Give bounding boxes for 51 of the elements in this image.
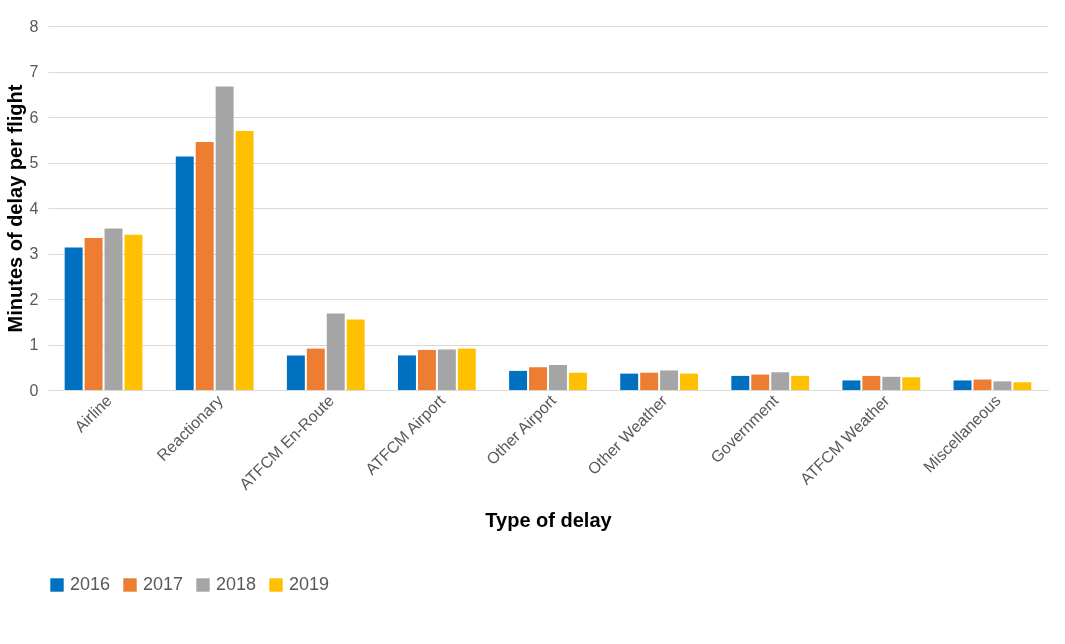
bar: [1013, 382, 1032, 390]
bar: [549, 364, 567, 390]
bar: [862, 375, 881, 390]
bar: [306, 348, 325, 390]
y-tick-label: 2: [29, 290, 39, 308]
legend-label: 2017: [143, 574, 184, 594]
bar: [731, 375, 750, 390]
bar: [680, 373, 698, 390]
y-tick-label: 4: [29, 199, 39, 217]
bar: [640, 372, 659, 390]
bar: [398, 355, 416, 390]
y-tick-label: 7: [29, 63, 39, 80]
bar: [751, 374, 770, 390]
y-tick-label: 5: [29, 154, 39, 171]
bar: [124, 234, 143, 390]
y-tick-label: 0: [29, 381, 39, 399]
bar: [104, 228, 123, 390]
bar: [771, 372, 790, 390]
bar: [215, 86, 234, 390]
bar: [509, 370, 528, 390]
bar: [568, 372, 587, 390]
bar: [953, 380, 972, 390]
bar: [437, 349, 456, 390]
bar: [902, 377, 921, 390]
bar: [529, 367, 547, 390]
bar: [882, 376, 901, 390]
x-axis-title: Type of delay: [485, 508, 613, 531]
bar: [326, 313, 345, 390]
bar: [620, 373, 639, 390]
y-axis-title: Minutes of delay per flight: [3, 84, 26, 333]
y-tick-label: 3: [29, 245, 39, 262]
bar: [64, 247, 83, 390]
bar: [842, 380, 861, 390]
legend-label: 2016: [70, 574, 111, 594]
y-tick-label: 6: [29, 108, 39, 126]
bar: [175, 156, 194, 390]
bar: [235, 131, 254, 390]
bar: [791, 375, 810, 390]
legend-label: 2019: [289, 574, 330, 594]
bar: [993, 381, 1012, 390]
bar: [346, 319, 365, 390]
bar: [973, 379, 992, 390]
y-tick-label: 8: [29, 17, 39, 35]
bar: [457, 348, 476, 390]
bar: [195, 142, 214, 390]
bar: [286, 355, 305, 390]
y-tick-label: 1: [29, 336, 39, 353]
bar: [417, 349, 436, 390]
bar: [84, 238, 103, 390]
bar: [660, 370, 679, 390]
legend-label: 2018: [216, 574, 257, 594]
